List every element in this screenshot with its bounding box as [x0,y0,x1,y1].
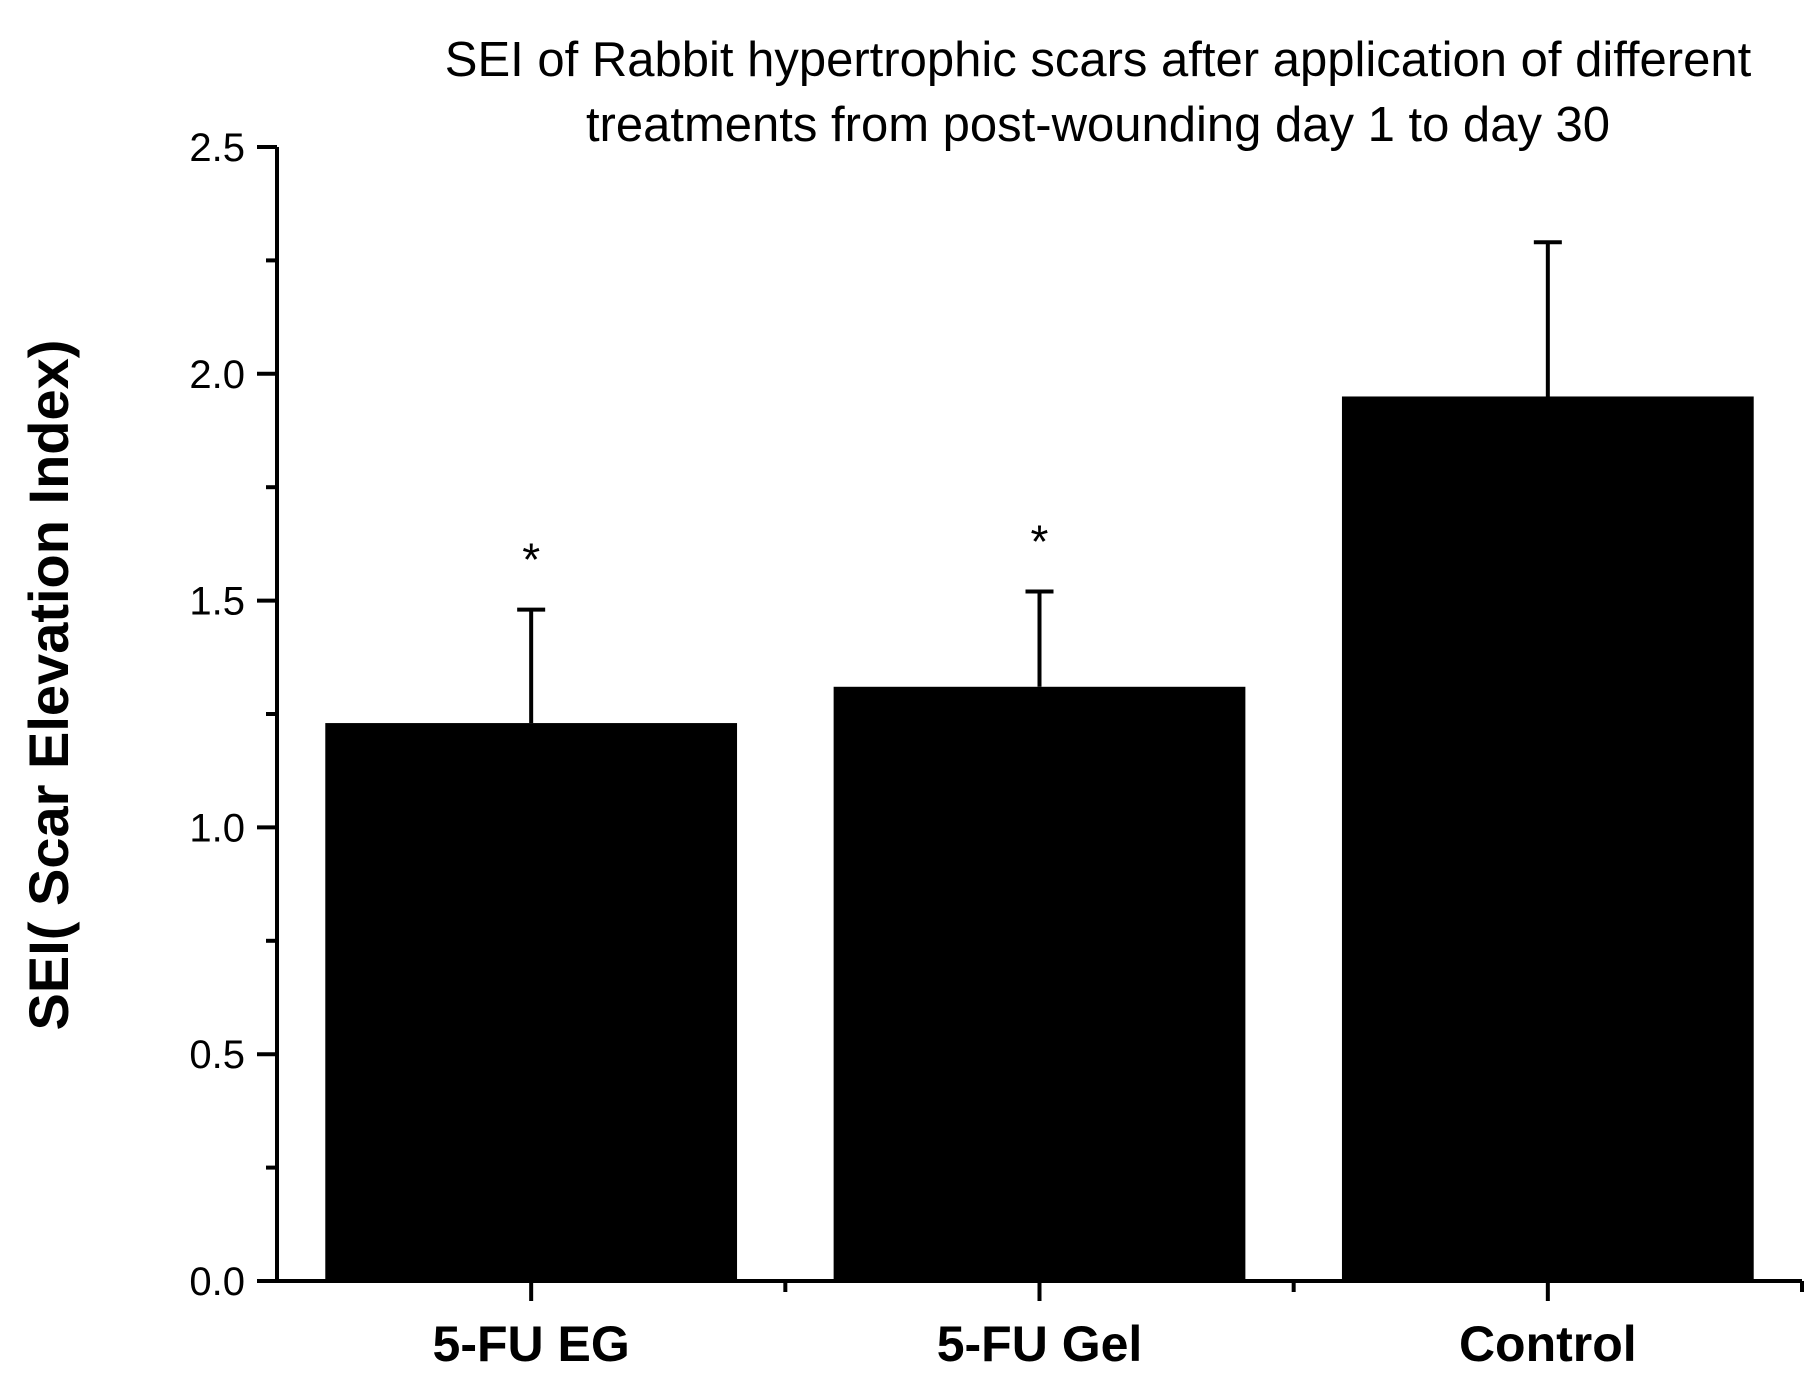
x-tick-label: 5-FU EG [433,1316,630,1372]
y-axis-label: SEI( Scar Elevation Index) [17,340,80,1031]
chart-title-line-1: SEI of Rabbit hypertrophic scars after a… [445,33,1752,87]
x-tick-label: 5-FU Gel [937,1316,1143,1372]
significance-marker: * [1031,516,1049,568]
chart-title: SEI of Rabbit hypertrophic scars after a… [445,33,1752,152]
significance-marker: * [522,534,540,586]
bar [325,723,738,1281]
y-tick-label: 2.0 [189,353,245,397]
chart-title-line-2: treatments from post-wounding day 1 to d… [586,98,1610,152]
bar [1341,396,1754,1282]
x-tick-label: Control [1459,1316,1637,1372]
y-tick-label: 0.5 [189,1033,245,1077]
y-tick-label: 0.0 [189,1260,245,1304]
plot-area: 0.0 0.5 1.0 1.5 2.0 2.5 5-FU EG * 5-FU Gel * Contr… [189,126,1804,1372]
y-tick-label: 1.5 [189,580,245,624]
y-tick-label: 1.0 [189,806,245,850]
bar [833,686,1246,1281]
y-tick-label: 2.5 [189,126,245,170]
